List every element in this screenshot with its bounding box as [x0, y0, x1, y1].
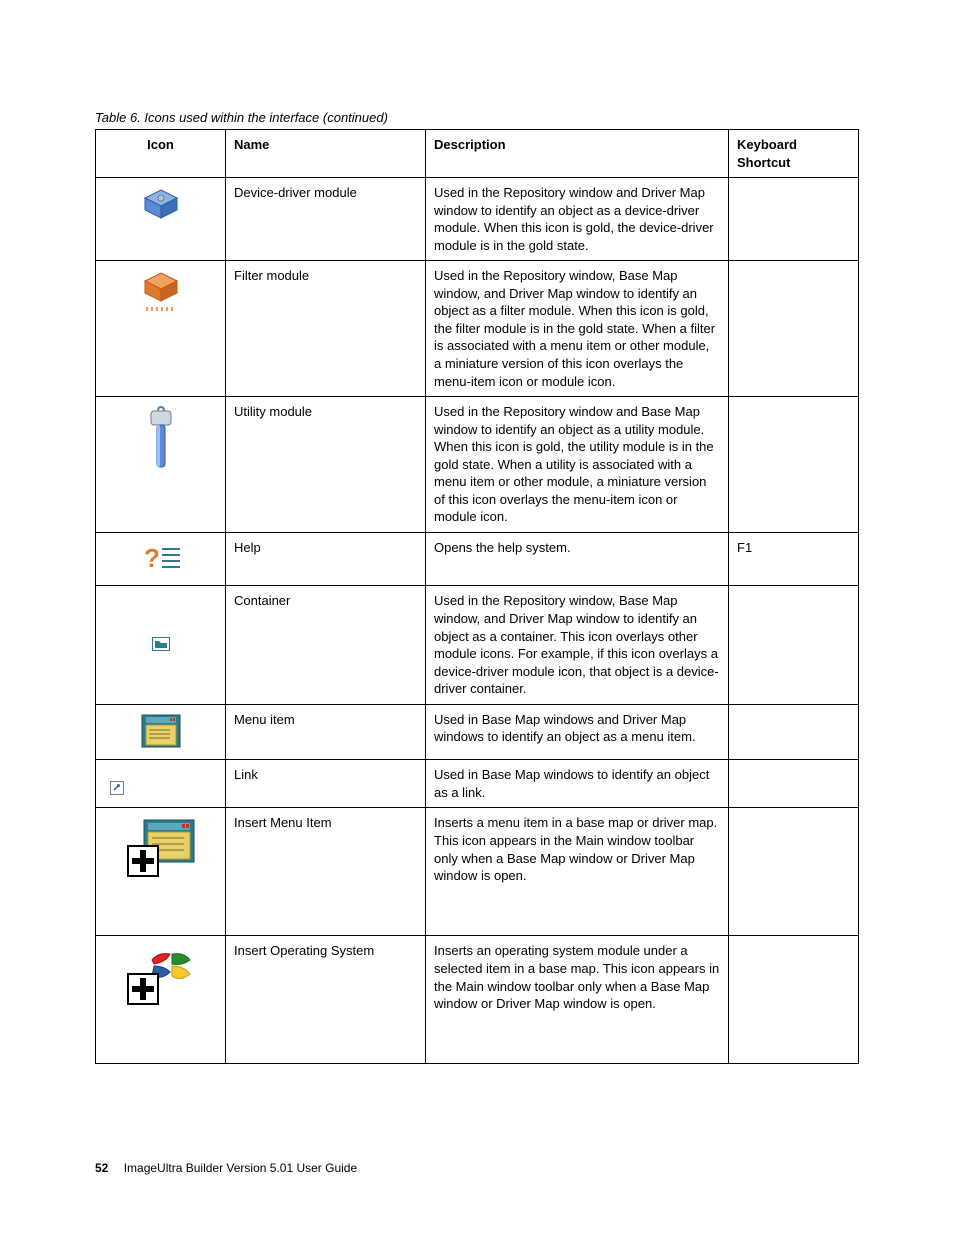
icon-cell — [96, 808, 226, 936]
table-row: Filter module Used in the Repository win… — [96, 261, 859, 397]
table-row: Link Used in Base Map windows to identif… — [96, 760, 859, 808]
icon-cell — [96, 704, 226, 760]
name-cell: Device-driver module — [226, 178, 426, 261]
insert-menu-item-icon — [126, 816, 196, 880]
table-row: Insert Operating System Inserts an opera… — [96, 936, 859, 1064]
description-cell: Used in the Repository window and Base M… — [426, 397, 729, 533]
shortcut-cell — [729, 760, 859, 808]
utility-module-icon — [141, 405, 181, 475]
container-icon — [152, 637, 170, 651]
table-body: Device-driver module Used in the Reposit… — [96, 178, 859, 1064]
table-row: Insert Menu Item Inserts a menu item in … — [96, 808, 859, 936]
description-cell: Used in the Repository window, Base Map … — [426, 261, 729, 397]
col-header-shortcut: Keyboard Shortcut — [729, 130, 859, 178]
name-cell: Insert Menu Item — [226, 808, 426, 936]
icon-cell — [96, 178, 226, 261]
link-icon — [110, 781, 124, 795]
icon-cell — [96, 760, 226, 808]
name-cell: Container — [226, 586, 426, 704]
svg-text:?: ? — [144, 543, 160, 573]
table-caption: Table 6. Icons used within the interface… — [95, 110, 859, 125]
icon-cell — [96, 261, 226, 397]
col-header-description: Description — [426, 130, 729, 178]
name-cell: Link — [226, 760, 426, 808]
description-cell: Inserts an operating system module under… — [426, 936, 729, 1064]
icon-cell — [96, 397, 226, 533]
table-row: Utility module Used in the Repository wi… — [96, 397, 859, 533]
name-cell: Utility module — [226, 397, 426, 533]
shortcut-cell — [729, 178, 859, 261]
description-cell: Inserts a menu item in a base map or dri… — [426, 808, 729, 936]
table-row: Container Used in the Repository window,… — [96, 586, 859, 704]
name-cell: Help — [226, 532, 426, 586]
shortcut-cell: F1 — [729, 532, 859, 586]
shortcut-cell — [729, 936, 859, 1064]
shortcut-cell — [729, 586, 859, 704]
insert-operating-system-icon — [126, 944, 196, 1008]
col-header-icon: Icon — [96, 130, 226, 178]
description-cell: Used in the Repository window, Base Map … — [426, 586, 729, 704]
shortcut-cell — [729, 808, 859, 936]
shortcut-cell — [729, 704, 859, 760]
description-cell: Used in Base Map windows and Driver Map … — [426, 704, 729, 760]
table-row: Device-driver module Used in the Reposit… — [96, 178, 859, 261]
menu-item-icon — [140, 713, 182, 749]
help-icon: ? — [140, 541, 182, 575]
page-number: 52 — [95, 1161, 108, 1175]
name-cell: Menu item — [226, 704, 426, 760]
icon-cell: ? — [96, 532, 226, 586]
description-cell: Opens the help system. — [426, 532, 729, 586]
name-cell: Filter module — [226, 261, 426, 397]
icon-cell — [96, 586, 226, 704]
filter-module-icon — [141, 269, 181, 317]
description-cell: Used in the Repository window and Driver… — [426, 178, 729, 261]
name-cell: Insert Operating System — [226, 936, 426, 1064]
device-driver-module-icon — [141, 186, 181, 226]
col-header-name: Name — [226, 130, 426, 178]
icon-cell — [96, 936, 226, 1064]
icons-table: Icon Name Description Keyboard Shortcut … — [95, 129, 859, 1064]
table-row: Menu item Used in Base Map windows and D… — [96, 704, 859, 760]
document-page: Table 6. Icons used within the interface… — [0, 0, 954, 1235]
shortcut-cell — [729, 261, 859, 397]
description-cell: Used in Base Map windows to identify an … — [426, 760, 729, 808]
table-header-row: Icon Name Description Keyboard Shortcut — [96, 130, 859, 178]
footer-title: ImageUltra Builder Version 5.01 User Gui… — [124, 1161, 357, 1175]
table-row: ? Help Opens the help system. F1 — [96, 532, 859, 586]
shortcut-cell — [729, 397, 859, 533]
page-footer: 52 ImageUltra Builder Version 5.01 User … — [95, 1161, 357, 1175]
